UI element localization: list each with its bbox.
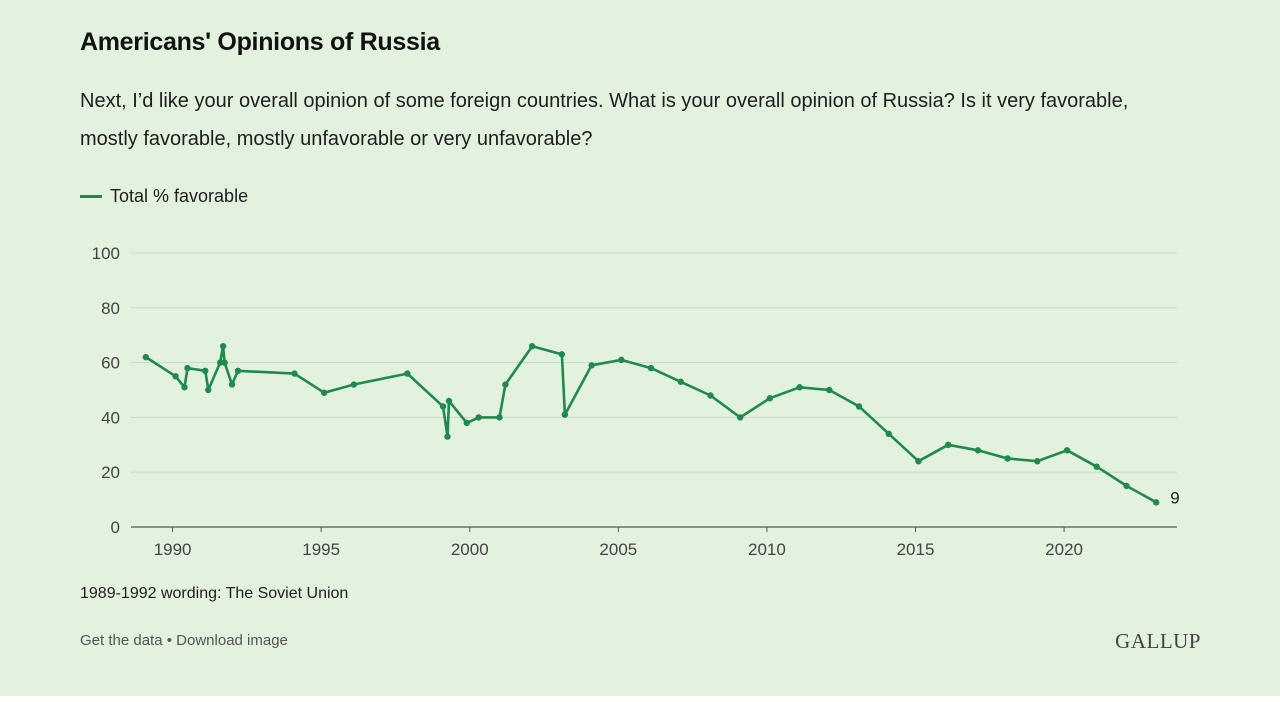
data-point <box>445 397 453 405</box>
download-image-link[interactable]: Download image <box>176 632 288 649</box>
data-point <box>234 367 242 375</box>
data-point <box>439 403 447 410</box>
y-tick-label: 100 <box>92 244 120 263</box>
x-tick-label: 2020 <box>1045 540 1083 559</box>
data-point <box>588 362 595 369</box>
gallup-logo: GALLUP <box>1115 629 1201 653</box>
line-chart: 0 20 40 60 80 100 1990 1995 2000 2005 2010 2015 2020… <box>92 244 1180 559</box>
data-point <box>1063 447 1071 454</box>
y-tick-label: 40 <box>101 408 120 427</box>
data-point <box>219 342 227 350</box>
data-point <box>1093 463 1100 470</box>
data-point <box>228 381 236 388</box>
data-point <box>561 411 569 418</box>
y-tick-label: 20 <box>101 463 120 482</box>
data-point <box>1004 455 1011 462</box>
x-tick-label: 2005 <box>599 540 637 559</box>
data-point <box>320 389 328 396</box>
x-tick-label: 2010 <box>748 540 786 559</box>
data-point <box>502 381 509 388</box>
data-point <box>181 384 188 391</box>
y-tick-label: 60 <box>101 354 120 373</box>
data-point <box>404 370 411 377</box>
data-point <box>885 430 892 438</box>
data-point <box>1152 499 1160 506</box>
data-point <box>826 386 833 394</box>
data-point <box>1123 482 1130 490</box>
chart-question-text: Next, I’d like your overall opinion of s… <box>80 90 1129 150</box>
get-data-link[interactable]: Get the data <box>80 632 163 649</box>
data-point <box>647 364 655 372</box>
legend-label: Total % favorable <box>110 186 249 206</box>
x-tick-label: 1995 <box>302 540 340 559</box>
data-point <box>1034 458 1041 465</box>
data-point <box>475 414 482 421</box>
data-point <box>677 378 684 385</box>
data-point <box>172 373 179 380</box>
data-point <box>496 414 503 421</box>
data-point <box>707 392 714 399</box>
data-point <box>184 364 191 372</box>
data-point <box>944 441 952 448</box>
data-point <box>766 395 774 402</box>
x-tick-label: 2000 <box>451 540 489 559</box>
y-tick-label: 80 <box>101 299 120 318</box>
y-tick-label: 0 <box>111 518 120 537</box>
data-point <box>216 359 224 366</box>
data-point <box>736 414 744 421</box>
end-value-label: 9 <box>1170 488 1179 507</box>
data-point <box>463 419 470 427</box>
data-point <box>202 367 209 375</box>
data-point <box>221 359 228 366</box>
footer-separator: • <box>166 632 172 649</box>
data-point <box>350 381 358 388</box>
data-point <box>142 353 150 361</box>
x-tick-label: 2015 <box>897 540 935 559</box>
legend-line-swatch <box>80 195 102 198</box>
page-title: Americans' Opinions of Russia <box>80 28 440 56</box>
data-point <box>796 384 803 391</box>
data-point <box>855 403 863 410</box>
chart-footer: Get the data • Download image <box>80 632 288 649</box>
data-point <box>291 370 298 377</box>
data-point <box>205 386 212 394</box>
chart-legend: Total % favorable <box>80 186 248 207</box>
data-point <box>528 342 536 350</box>
data-point <box>974 447 982 454</box>
x-tick-label: 1990 <box>154 540 192 559</box>
data-point <box>444 433 451 440</box>
data-point <box>618 356 625 364</box>
wording-note: 1989-1992 wording: The Soviet Union <box>80 585 349 602</box>
data-point <box>915 458 922 465</box>
data-point <box>558 351 566 358</box>
